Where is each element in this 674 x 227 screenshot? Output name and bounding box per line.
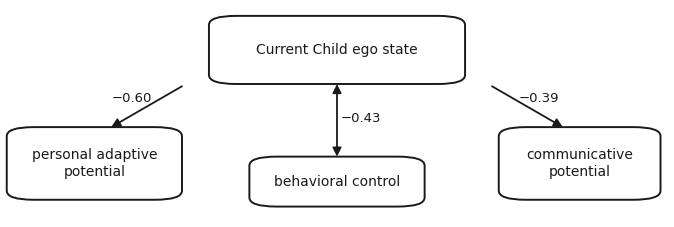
FancyBboxPatch shape xyxy=(7,127,182,200)
Text: communicative
potential: communicative potential xyxy=(526,148,633,179)
Text: −0.39: −0.39 xyxy=(519,92,559,105)
Text: personal adaptive
potential: personal adaptive potential xyxy=(32,148,157,179)
FancyBboxPatch shape xyxy=(209,16,465,84)
Text: Current Child ego state: Current Child ego state xyxy=(256,43,418,57)
Text: −0.43: −0.43 xyxy=(340,111,381,125)
Text: −0.60: −0.60 xyxy=(111,92,152,105)
Text: behavioral control: behavioral control xyxy=(274,175,400,189)
FancyBboxPatch shape xyxy=(499,127,661,200)
FancyBboxPatch shape xyxy=(249,157,425,207)
